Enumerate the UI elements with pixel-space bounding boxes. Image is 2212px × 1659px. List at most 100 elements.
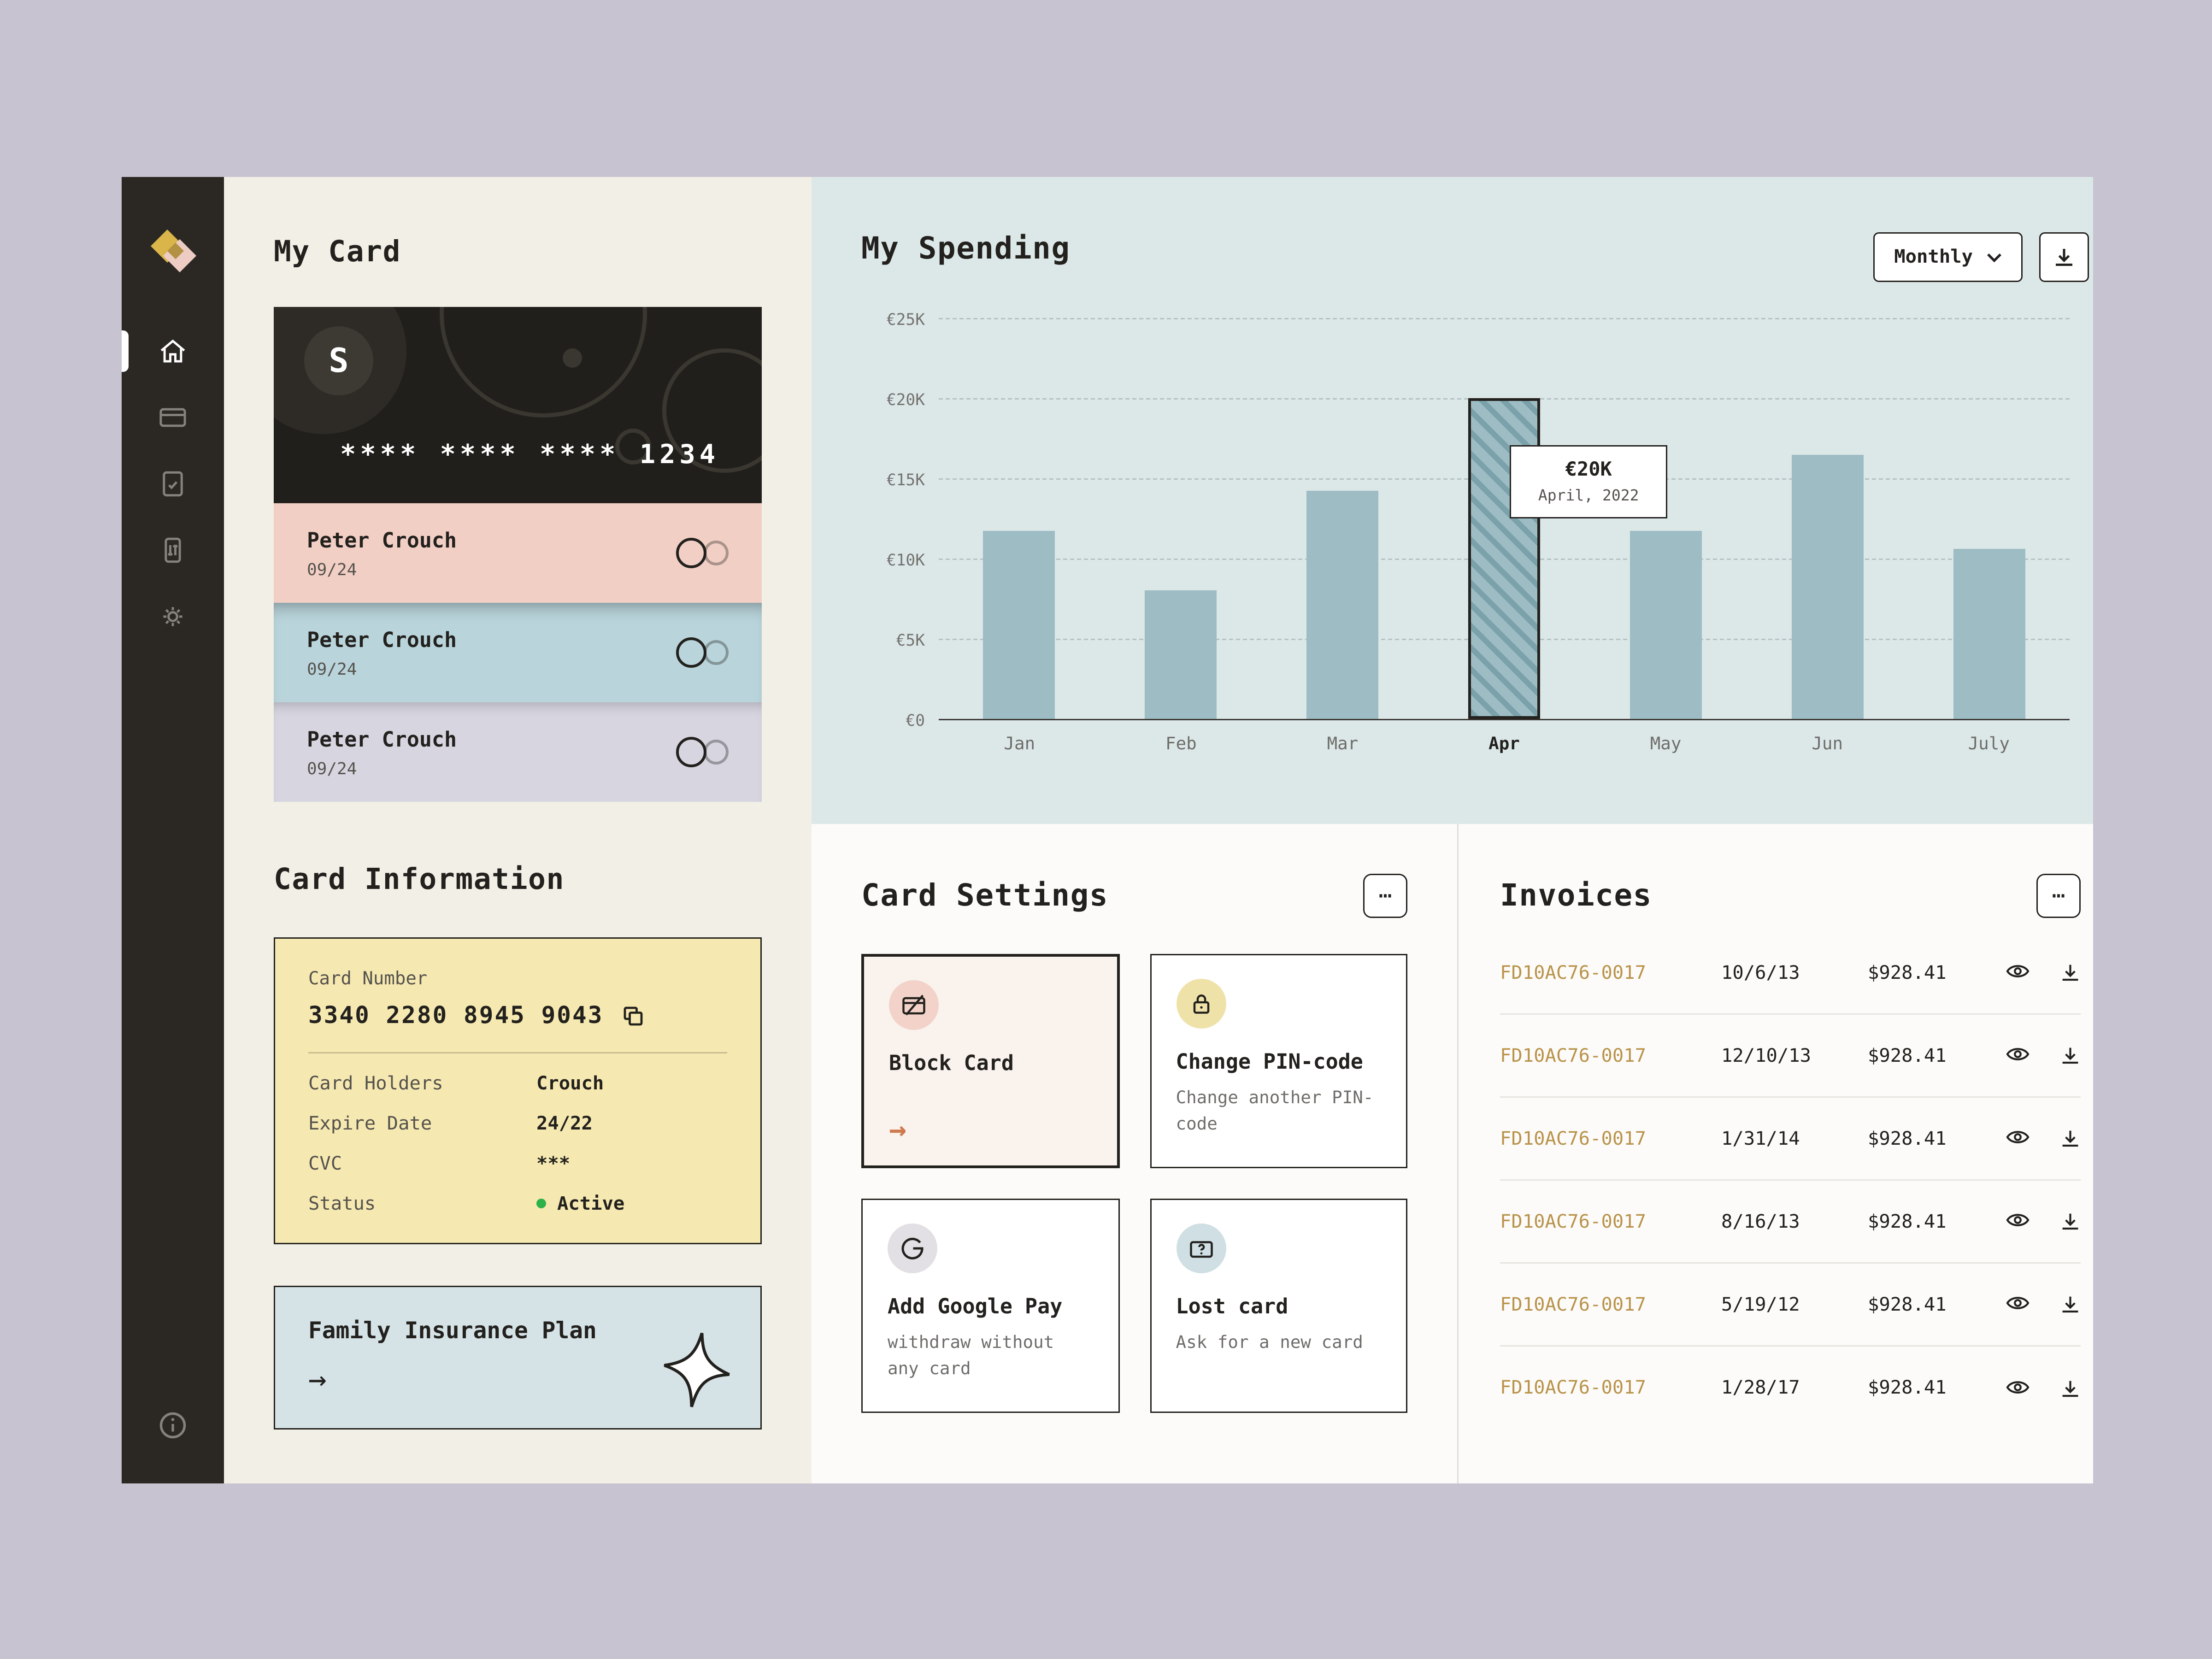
bar-slot [1908, 318, 2070, 719]
chevron-down-icon [1987, 253, 2001, 262]
invoice-row: FD10AC76-0017 1/31/14 $928.41 [1500, 1098, 2081, 1181]
download-invoice-icon[interactable] [2060, 1045, 2081, 1066]
holder-toggle[interactable] [676, 538, 729, 568]
invoice-id-link[interactable]: FD10AC76-0017 [1500, 1293, 1647, 1316]
download-invoice-icon[interactable] [2060, 1128, 2081, 1149]
sidebar-item-cards[interactable] [122, 384, 224, 451]
transfer-icon [165, 537, 181, 563]
sidebar-item-transactions[interactable] [122, 517, 224, 583]
app-window: My Card S **** **** **** 1234 Peter Crou… [122, 177, 2093, 1483]
invoice-date: 1/31/14 [1721, 1127, 1800, 1150]
card-holder-row[interactable]: Peter Crouch 09/24 [274, 503, 762, 603]
holder-toggle[interactable] [676, 637, 729, 668]
card-settings-section: Card Settings ⋯ Block Card → [812, 824, 1459, 1483]
arrow-right-icon[interactable]: → [308, 1363, 327, 1398]
download-invoice-icon[interactable] [2060, 962, 2081, 983]
setting-block-card[interactable]: Block Card → [861, 954, 1119, 1168]
invoice-id-link[interactable]: FD10AC76-0017 [1500, 1044, 1647, 1067]
credit-card[interactable]: S **** **** **** 1234 [274, 307, 762, 503]
card-number-value: 3340 2280 8945 9043 [308, 1002, 604, 1030]
bar-Mar[interactable] [1306, 491, 1379, 719]
holder-expiry: 09/24 [307, 758, 357, 778]
card-holder-row[interactable]: Peter Crouch 09/24 [274, 603, 762, 702]
download-invoice-icon[interactable] [2060, 1211, 2081, 1232]
y-tick: €5K [896, 630, 925, 650]
card-decoration [662, 348, 762, 473]
download-invoice-icon[interactable] [2060, 1294, 2081, 1315]
x-axis-baseline: €0 [906, 711, 2070, 730]
invoice-row: FD10AC76-0017 10/6/13 $928.41 [1500, 932, 2081, 1015]
sidebar-item-documents[interactable] [122, 451, 224, 517]
sparkle-icon [664, 1332, 730, 1407]
setting-add-google-pay[interactable]: Add Google Pay withdraw without any card [861, 1199, 1119, 1413]
bar-Jan[interactable] [983, 531, 1056, 719]
invoice-row: FD10AC76-0017 8/16/13 $928.41 [1500, 1181, 2081, 1264]
setting-change-pin[interactable]: Change PIN-code Change another PIN-code [1149, 954, 1407, 1168]
view-invoice-icon[interactable] [2006, 1294, 2030, 1315]
card-holder-row[interactable]: Peter Crouch 09/24 [274, 702, 762, 802]
invoices-menu-button[interactable]: ⋯ [2036, 874, 2081, 918]
info-button[interactable] [156, 1409, 189, 1447]
insurance-title: Family Insurance Plan [308, 1318, 597, 1344]
sidebar-nav [122, 318, 224, 650]
bar-Feb[interactable] [1145, 590, 1217, 719]
spending-panel: My Spending Monthly € [812, 177, 2093, 824]
invoice-id-link[interactable]: FD10AC76-0017 [1500, 1377, 1647, 1399]
my-card-title: My Card [274, 235, 401, 268]
download-invoice-icon[interactable] [2060, 1378, 2081, 1399]
copy-icon[interactable] [623, 1005, 645, 1027]
card-decoration [615, 429, 651, 465]
x-tick-Feb: Feb [1165, 733, 1197, 753]
invoice-date: 5/19/12 [1721, 1293, 1800, 1316]
invoice-date: 1/28/17 [1721, 1377, 1800, 1399]
view-invoice-icon[interactable] [2006, 1211, 2030, 1232]
card-settings-menu-button[interactable]: ⋯ [1363, 874, 1407, 918]
field-value: 24/22 [536, 1113, 593, 1135]
bar-slot [1747, 318, 1908, 719]
invoice-amount: $928.41 [1868, 1044, 1947, 1067]
bar-slot [1424, 318, 1585, 719]
setting-title: Add Google Pay [888, 1294, 1063, 1319]
home-icon [160, 339, 185, 363]
invoice-id-link[interactable]: FD10AC76-0017 [1500, 961, 1647, 984]
view-invoice-icon[interactable] [2006, 962, 2030, 983]
main-content: My Spending Monthly € [812, 177, 2093, 1483]
holder-name: Peter Crouch [307, 527, 457, 553]
bar-July[interactable] [1953, 549, 2025, 719]
setting-title: Block Card [889, 1051, 1014, 1076]
family-insurance-card[interactable]: Family Insurance Plan → [274, 1286, 762, 1430]
sidebar-item-settings[interactable] [122, 583, 224, 650]
view-invoice-icon[interactable] [2006, 1128, 2030, 1149]
download-icon [2056, 249, 2072, 266]
sidebar-item-home[interactable] [122, 318, 224, 384]
chart-tooltip: €20K April, 2022 [1510, 445, 1668, 518]
card-decoration [563, 348, 582, 368]
status-dot [536, 1199, 546, 1208]
invoice-amount: $928.41 [1868, 1210, 1947, 1233]
field-label: Card Holders [308, 1073, 443, 1095]
bar-slot [939, 318, 1100, 719]
y-tick: €10K [886, 550, 925, 570]
view-invoice-icon[interactable] [2006, 1378, 2030, 1399]
period-select[interactable]: Monthly [1873, 232, 2023, 282]
field-label: CVC [308, 1153, 342, 1175]
holder-name: Peter Crouch [307, 627, 457, 652]
bar-May[interactable] [1630, 531, 1702, 719]
x-tick-Jun: Jun [1812, 733, 1843, 753]
brand-logo-icon[interactable] [145, 227, 200, 276]
arrow-right-icon[interactable]: → [889, 1113, 906, 1146]
download-chart-button[interactable] [2039, 232, 2089, 282]
y-tick: €0 [906, 711, 925, 730]
card-icon [159, 408, 186, 427]
invoice-id-link[interactable]: FD10AC76-0017 [1500, 1210, 1647, 1233]
setting-lost-card[interactable]: Lost card Ask for a new card [1149, 1199, 1407, 1413]
invoice-amount: $928.41 [1868, 1377, 1947, 1399]
setting-title: Lost card [1176, 1294, 1288, 1319]
bottom-section: Card Settings ⋯ Block Card → [812, 824, 2093, 1483]
invoice-date: 12/10/13 [1721, 1044, 1812, 1067]
holder-toggle[interactable] [676, 737, 729, 767]
invoice-id-link[interactable]: FD10AC76-0017 [1500, 1127, 1647, 1150]
view-invoice-icon[interactable] [2006, 1045, 2030, 1066]
bar-Jun[interactable] [1791, 454, 1864, 719]
x-tick-Mar: Mar [1327, 733, 1359, 753]
